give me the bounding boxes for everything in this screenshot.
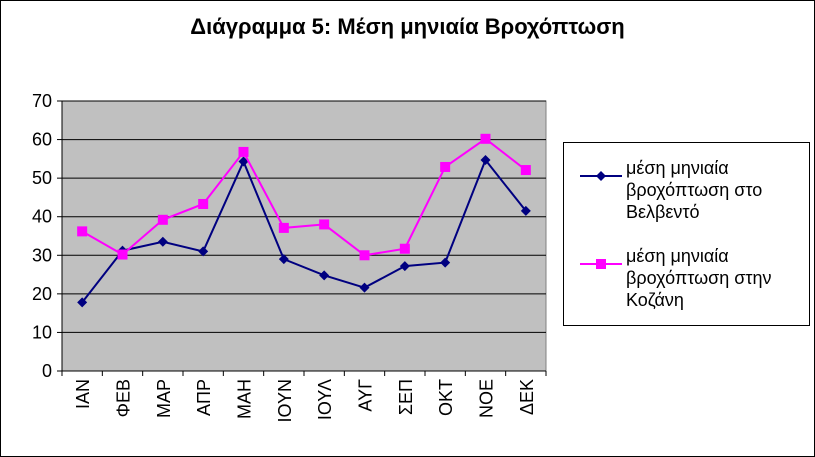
- data-point: [238, 156, 249, 167]
- data-point: [238, 146, 249, 157]
- data-point: [77, 226, 88, 237]
- data-point: [480, 155, 491, 166]
- data-point: [157, 236, 168, 247]
- series-line: [81, 158, 527, 303]
- data-point: [440, 161, 451, 172]
- series-line: [81, 137, 527, 257]
- x-tick-label: ΙΟΥΝ: [275, 379, 295, 422]
- legend-label-line: Βελβεντό: [626, 202, 700, 222]
- legend-item-kozani: μέση μηνιαία βροχόπτωση στην Κοζάνη: [564, 239, 809, 310]
- y-tick-label: 30: [32, 245, 52, 265]
- data-point: [198, 198, 209, 209]
- data-point: [399, 243, 410, 254]
- x-tick-label: ΜΑΡ: [154, 379, 174, 418]
- plot-area: [61, 100, 547, 372]
- x-tick-label: ΟΚΤ: [436, 379, 456, 416]
- data-point: [278, 254, 289, 265]
- data-point: [157, 214, 168, 225]
- y-tick-labels: 0 10 20 30 40 50 60 70: [32, 91, 62, 381]
- data-point: [399, 261, 410, 272]
- x-tick-label: ΑΠΡ: [194, 379, 214, 416]
- legend-label-line: μέση μηνιαία: [626, 246, 729, 266]
- x-tick-label: ΝΟΕ: [477, 379, 497, 418]
- legend-label-line: Κοζάνη: [626, 290, 684, 310]
- x-tick-label: ΑΥΓ: [356, 379, 376, 412]
- legend-swatch-kozani: [580, 259, 622, 269]
- data-point: [319, 219, 330, 230]
- y-tick-label: 20: [32, 284, 52, 304]
- data-point: [117, 249, 128, 260]
- data-point: [319, 270, 330, 281]
- legend-label-line: μέση μηνιαία: [626, 158, 729, 178]
- legend-swatch-velvento: [580, 171, 622, 181]
- x-tick-labels: ΙΑΝ ΦΕΒ ΜΑΡ ΑΠΡ ΜΑΗ ΙΟΥΝ ΙΟΥΛ ΑΥΓ ΣΕΠ ΟΚΤ ΝΟΕ ΔΕΚ: [61, 371, 547, 422]
- y-tick-label: 10: [32, 322, 52, 342]
- y-tick-label: 50: [32, 168, 52, 188]
- x-tick-label: ΔΕΚ: [517, 379, 537, 415]
- data-point: [77, 297, 88, 308]
- x-tick-label: ΙΑΝ: [73, 379, 93, 409]
- data-point: [440, 257, 451, 268]
- legend-label-line: βροχόπτωση στο: [626, 180, 763, 200]
- data-point: [359, 250, 370, 261]
- legend-item-velvento: μέση μηνιαία βροχόπτωση στο Βελβεντό: [564, 151, 809, 222]
- gridlines: [62, 100, 546, 333]
- data-point: [359, 282, 370, 293]
- legend: μέση μηνιαία βροχόπτωση στο Βελβεντό μέσ…: [563, 142, 810, 326]
- y-tick-label: 70: [32, 91, 52, 111]
- y-tick-label: 0: [42, 361, 52, 381]
- y-tick-label: 40: [32, 207, 52, 227]
- x-tick-label: ΜΑΗ: [235, 379, 255, 419]
- legend-label-line: βροχόπτωση στην: [626, 268, 772, 288]
- x-tick-label: ΣΕΠ: [396, 379, 416, 415]
- y-tick-label: 60: [32, 130, 52, 150]
- data-point: [198, 246, 209, 257]
- data-point: [520, 205, 531, 216]
- chart-title: Διάγραμμα 5: Μέση μηνιαία Βροχόπτωση: [190, 14, 625, 39]
- x-tick-label: ΙΟΥΛ: [315, 379, 335, 420]
- data-point: [480, 133, 491, 144]
- data-point: [278, 222, 289, 233]
- series-group: [77, 133, 531, 308]
- data-point: [520, 165, 531, 176]
- x-tick-label: ΦΕΒ: [114, 379, 134, 417]
